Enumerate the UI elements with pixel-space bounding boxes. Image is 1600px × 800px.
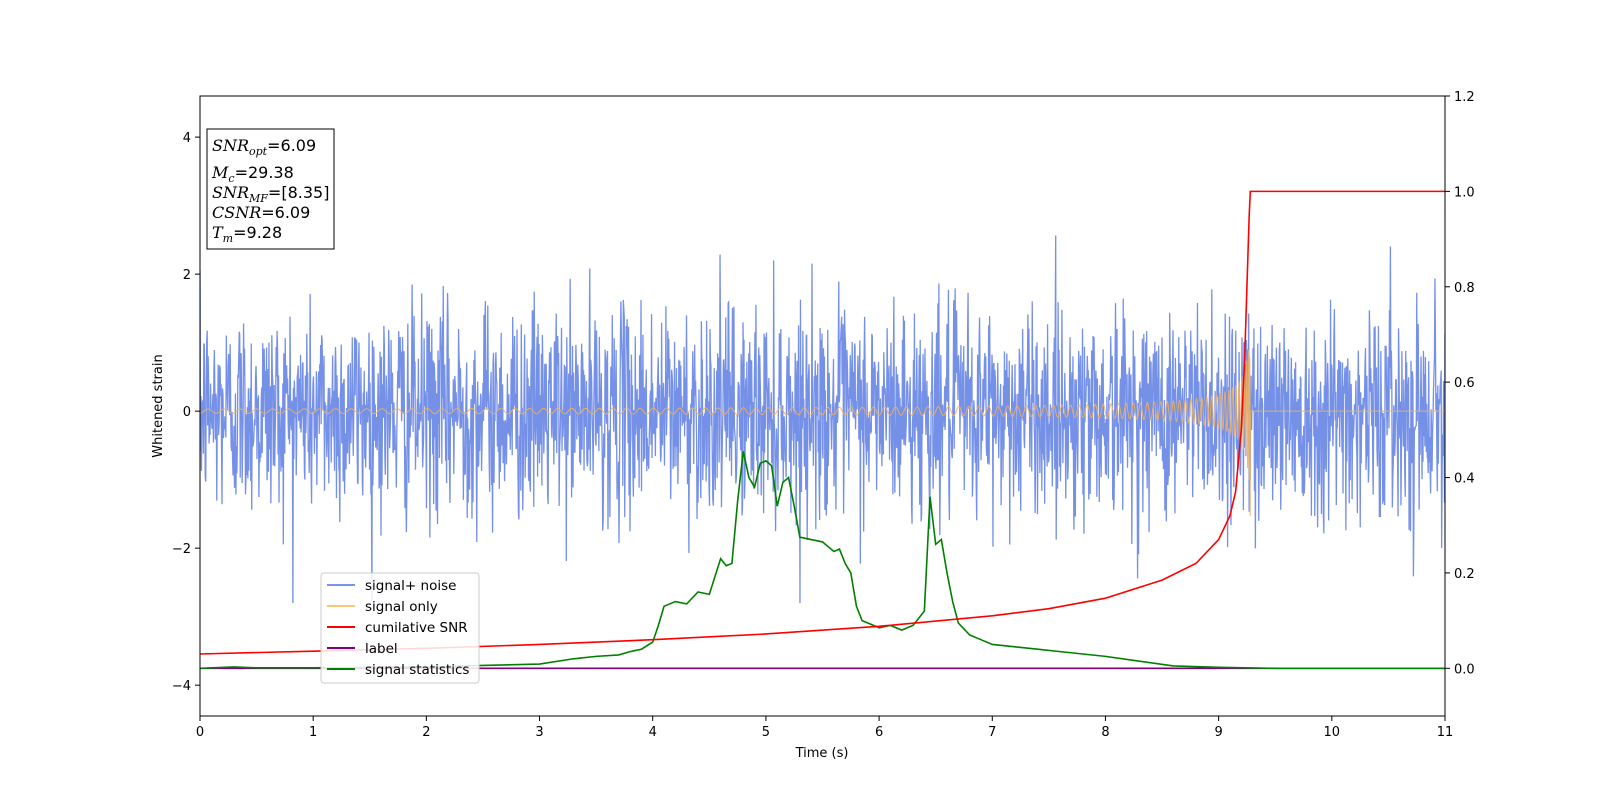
y-right-tick-label: 1.0 <box>1454 185 1475 200</box>
y-right-tick-label: 0.8 <box>1454 281 1475 296</box>
series-signal-noise-line <box>200 235 1445 603</box>
y-right-tick-label: 0.4 <box>1454 472 1475 487</box>
info-box: SNRopt=6.09 Mc=29.38 SNRMF=[8.35] CSNR=6… <box>206 128 335 250</box>
legend: signal+ noise signal only cumilative SNR la… <box>320 572 480 684</box>
x-tick-label: 3 <box>535 725 543 740</box>
legend-entry-label: signal only <box>365 599 438 615</box>
legend-frame <box>320 572 480 684</box>
y-right-tick-label: 0.6 <box>1454 376 1475 391</box>
y-left-tick-label: 2 <box>183 268 191 283</box>
x-tick-label: 2 <box>422 725 430 740</box>
y-axis-label-left: Whitened strain <box>151 354 166 457</box>
series-signal-only-line <box>200 349 1445 517</box>
x-tick-label: 6 <box>875 725 883 740</box>
x-tick-label: 0 <box>196 725 204 740</box>
y-left-tick-label: 4 <box>183 131 191 146</box>
x-tick-label: 5 <box>762 725 770 740</box>
x-axis-label: Time (s) <box>795 746 849 761</box>
info-tm: Tm=9.28 <box>212 223 282 245</box>
info-box-frame <box>206 128 335 250</box>
x-tick-label: 4 <box>649 725 657 740</box>
y-right-tick-label: 1.2 <box>1454 90 1475 105</box>
legend-items: signal+ noise signal only cumilative SNR la… <box>327 578 469 678</box>
x-tick-label: 7 <box>988 725 996 740</box>
info-snr-opt: SNRopt=6.09 <box>212 136 316 158</box>
y-right-tick-label: 0.2 <box>1454 567 1475 582</box>
x-tick-label: 11 <box>1437 725 1454 740</box>
y-left-tick-label: −2 <box>172 542 191 557</box>
info-csnr: CSNR=6.09 <box>212 203 310 222</box>
x-tick-label: 9 <box>1214 725 1222 740</box>
x-tick-label: 8 <box>1101 725 1109 740</box>
y-left-tick-label: −4 <box>172 679 191 694</box>
legend-entry-label: signal+ noise <box>365 578 456 594</box>
series-signal-statistics-line <box>200 451 1445 670</box>
legend-entry-label: cumilative SNR <box>365 620 468 636</box>
legend-entry-label: signal statistics <box>365 662 469 678</box>
y-right-tick-label: 0.0 <box>1454 662 1475 677</box>
info-snr-mf: SNRMF=[8.35] <box>212 183 329 205</box>
plot-frame <box>199 95 1446 717</box>
x-tick-label: 10 <box>1324 725 1341 740</box>
info-mc: Mc=29.38 <box>211 163 294 185</box>
axes-ticks: 0 1 2 3 4 5 6 7 8 9 10 11 4 2 0 −2 −4 1.2 1.0 0.8 0.6 0.4 0.2 0… <box>172 90 1475 740</box>
legend-entry-label: label <box>365 641 398 657</box>
y-left-tick-label: 0 <box>183 405 191 420</box>
x-tick-label: 1 <box>309 725 317 740</box>
series-cumilative-snr-line <box>200 190 1445 655</box>
